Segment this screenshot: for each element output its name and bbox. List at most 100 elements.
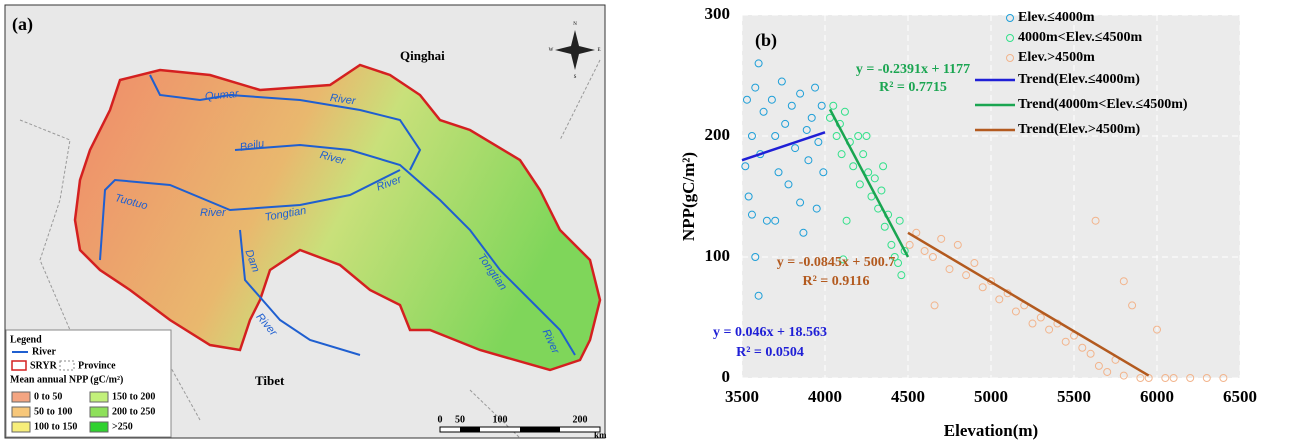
scatter-point xyxy=(1153,325,1161,334)
scatter-point xyxy=(777,77,786,86)
annotation: y = 0.046x + 18.563 xyxy=(713,325,827,340)
x-axis-label: Elevation(m) xyxy=(944,421,1038,440)
scatter-point xyxy=(862,132,871,140)
scatter-point xyxy=(859,150,868,159)
scatter-point xyxy=(811,83,820,92)
legend-text: River xyxy=(32,346,56,357)
trend-line xyxy=(741,131,826,162)
river-label: River xyxy=(329,92,357,108)
x-tick-label: 4000 xyxy=(808,387,842,406)
legend-text: SRYR xyxy=(30,360,58,371)
trend-line xyxy=(828,108,910,258)
scatter-point xyxy=(854,132,863,140)
scatter-point xyxy=(771,132,780,140)
legend-swatch xyxy=(11,391,31,403)
scatter-point xyxy=(807,113,816,122)
scale-label: 0 xyxy=(438,414,443,425)
scatter-point xyxy=(905,240,914,249)
scatter-point xyxy=(759,107,768,116)
scatter-point xyxy=(920,246,929,255)
scatter-point xyxy=(1078,343,1087,352)
legend-text: Elev.>4500m xyxy=(1018,50,1095,65)
legend-marker xyxy=(1006,54,1014,62)
scale-label: 100 xyxy=(493,414,508,425)
scatter-point xyxy=(1119,371,1128,380)
scatter-point xyxy=(754,291,763,300)
x-tick-label: 5000 xyxy=(974,387,1008,406)
map-legend xyxy=(5,329,172,438)
scatter-point xyxy=(849,162,858,171)
scatter-point xyxy=(741,162,750,171)
scatter-point xyxy=(1028,319,1037,328)
y-tick-label: 0 xyxy=(722,367,731,386)
scatter-point xyxy=(945,265,954,274)
legend-text: 4000m<Elev.≤4500m xyxy=(1018,30,1142,45)
region-label: Tibet xyxy=(255,373,285,388)
scale-unit: km xyxy=(594,430,607,440)
scatter-point xyxy=(842,216,851,225)
scatter-point xyxy=(754,59,763,68)
scatter-point xyxy=(771,216,780,225)
scatter-point xyxy=(819,168,828,177)
scale-bar xyxy=(439,426,601,433)
region-label: Qinghai xyxy=(400,48,445,63)
scatter-point xyxy=(839,255,848,264)
scatter-point xyxy=(796,89,805,98)
legend-text: 50 to 100 xyxy=(34,406,72,417)
scatter-point xyxy=(812,204,821,213)
panel-label: (a) xyxy=(12,14,33,35)
trend-line xyxy=(907,231,1150,377)
scatter-point xyxy=(953,240,962,249)
annotation: R² = 0.7715 xyxy=(879,80,947,95)
scatter-point xyxy=(1119,277,1128,286)
compass-letter: W xyxy=(549,48,554,53)
river xyxy=(99,74,576,356)
legend-text: 150 to 200 xyxy=(112,391,155,402)
scatter-point xyxy=(1202,374,1211,382)
scatter-point xyxy=(1128,301,1137,310)
scatter-point xyxy=(1011,307,1020,316)
x-tick-label: 6500 xyxy=(1223,387,1257,406)
scatter-point xyxy=(767,95,776,104)
legend-text: Legend xyxy=(10,334,42,345)
scatter-point xyxy=(787,101,796,110)
annotation: y = -0.2391x + 1177 xyxy=(856,62,970,77)
river-label: Qumar xyxy=(204,88,240,103)
scatter-point xyxy=(751,83,760,92)
scatter-point xyxy=(832,132,841,140)
scatter-point xyxy=(742,95,751,104)
scatter-point xyxy=(880,222,889,231)
compass xyxy=(555,30,595,70)
scatter-point xyxy=(796,198,805,207)
scatter-point xyxy=(837,150,846,159)
scatter-point xyxy=(784,180,793,189)
legend-text: >250 xyxy=(112,421,133,432)
scatter-point xyxy=(890,253,899,261)
y-axis-label: NPP(gC/m²) xyxy=(679,152,698,241)
scatter-point xyxy=(817,101,826,110)
scatter-point xyxy=(928,253,937,261)
scatter-point xyxy=(937,234,946,243)
scatter-point xyxy=(799,228,808,237)
scale-label: 50 xyxy=(455,414,465,425)
scatter-point xyxy=(829,101,838,110)
scatter-point xyxy=(802,125,811,134)
legend-text: Trend(4000m<Elev.≤4500m) xyxy=(1018,97,1188,112)
scatter-point xyxy=(791,144,800,153)
scatter-point xyxy=(1036,313,1045,322)
legend-text: Trend(Elev.≤4000m) xyxy=(1018,72,1140,87)
legend-swatch xyxy=(11,421,31,433)
scatter-point xyxy=(1103,367,1112,376)
scatter-point xyxy=(897,271,906,280)
scatter-point xyxy=(962,271,971,280)
scatter-point xyxy=(1094,361,1103,370)
scatter-point xyxy=(1169,374,1178,382)
scatter-point xyxy=(900,246,909,255)
scatter-point xyxy=(895,216,904,225)
y-tick-label: 100 xyxy=(705,246,731,265)
scatter-point xyxy=(1186,374,1195,382)
x-tick-label: 6000 xyxy=(1140,387,1174,406)
scatter-point xyxy=(751,253,760,261)
